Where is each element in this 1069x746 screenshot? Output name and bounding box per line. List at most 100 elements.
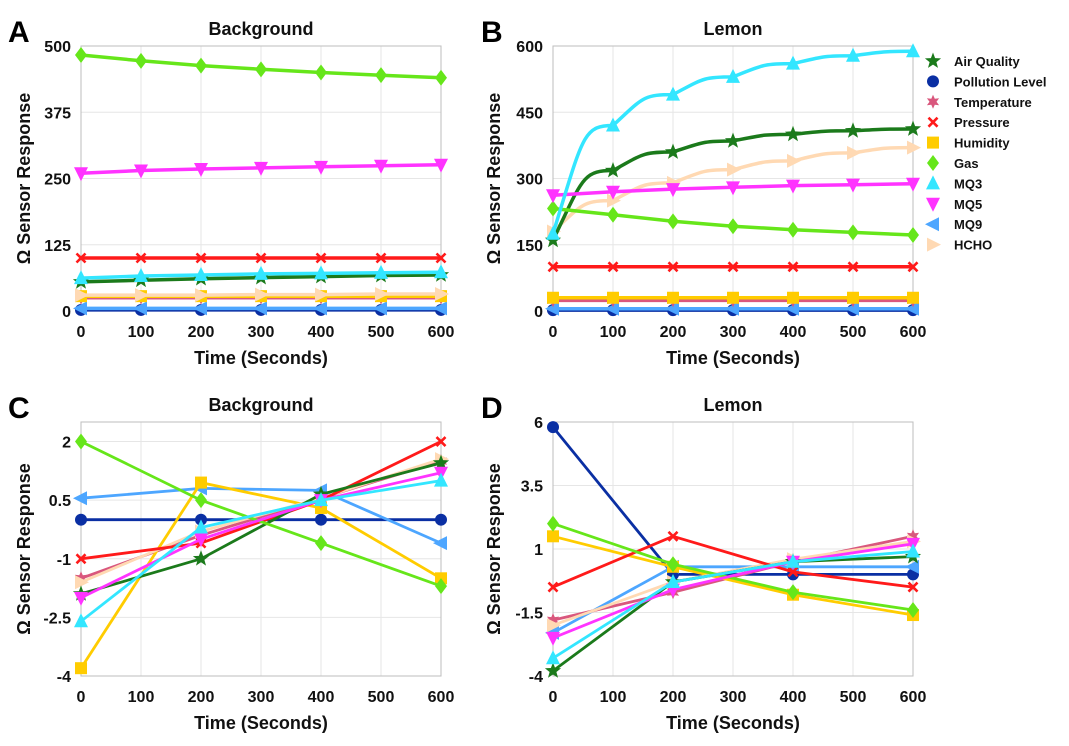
- panel-d-series-pressure-line: [552, 534, 914, 589]
- panel-a-series-gas-point: [315, 64, 327, 81]
- panel-a-series-hcho-point: [375, 287, 389, 302]
- legend-entry-hcho-marker: [927, 237, 941, 252]
- panel-a-x-axis-label: Time (Seconds): [194, 348, 328, 368]
- panel-d-series-pressure-point: [907, 581, 919, 593]
- panel-c-series-mq3-point: [434, 472, 448, 487]
- panel-b-ytick-label: 300: [516, 172, 543, 189]
- panel-b-series-hcho-point: [607, 193, 621, 208]
- legend-entry-pressure-marker: [927, 116, 939, 128]
- legend-entry-pollution-level-label: Pollution Level: [954, 74, 1046, 89]
- panel-a-series-gas: [75, 47, 447, 86]
- panel-a-ytick-label: 250: [44, 172, 71, 189]
- panel-b-xtick-label: 400: [780, 324, 807, 341]
- panel-b-series-mq3: [546, 43, 920, 240]
- panel-d-series-temperature-point: [906, 529, 920, 544]
- panel-d-xtick-label: 400: [780, 689, 807, 706]
- legend-entry-mq9-label: MQ9: [954, 217, 982, 232]
- panel-c-xtick-label: 100: [128, 689, 155, 706]
- legend-entry-mq9-marker: [925, 217, 939, 232]
- panel-a-series-gas-point: [195, 57, 207, 74]
- legend-entry-humidity-label: Humidity: [954, 136, 1010, 151]
- legend-entry-mq3-marker: [926, 175, 940, 190]
- panel-a-series-mq5-point: [314, 160, 328, 175]
- panel-b-series-mq5-point: [726, 181, 740, 196]
- legend-entry-pollution-level: Pollution Level: [927, 74, 1046, 89]
- panel-d-series-gas-point: [787, 584, 799, 601]
- panel-b-series-air-quality-point: [784, 125, 802, 142]
- panel-a-series-hcho-point: [255, 287, 269, 302]
- panel-b-x-axis-label: Time (Seconds): [666, 348, 800, 368]
- panel-b-ytick-label: 0: [534, 304, 543, 321]
- legend-entry-gas-label: Gas: [954, 156, 979, 171]
- panel-c-xtick-label: 500: [368, 689, 395, 706]
- panel-b-series-gas-point: [727, 218, 739, 235]
- panel-b-series-humidity-point: [727, 291, 739, 304]
- panel-b-series-mq5-point: [786, 179, 800, 194]
- panel-b-xtick-label: 300: [720, 324, 747, 341]
- panel-b-series-mq5-point: [546, 189, 560, 204]
- panel-a-series-hcho: [75, 287, 449, 303]
- panel-a-series-pressure-point: [375, 252, 387, 264]
- panel-b-series-pressure-point: [787, 261, 799, 273]
- panel-a-series-hcho-point: [435, 287, 449, 302]
- legend-entry-mq5: MQ5: [926, 197, 982, 212]
- panel-d-series-gas: [547, 515, 919, 618]
- panel-b-series-hcho: [547, 140, 921, 239]
- panel-a-xtick-label: 0: [77, 324, 86, 341]
- panel-c-letter: C: [8, 392, 30, 425]
- panel-c-ytick-label: 0.5: [49, 493, 71, 510]
- panel-d-xtick-label: 500: [840, 689, 867, 706]
- panel-b-ytick-label: 150: [516, 238, 543, 255]
- panel-c-series-pollution-level-point: [315, 513, 327, 526]
- panel-b-series-mq3-point: [906, 43, 920, 58]
- panel-b-ytick-label: 450: [516, 105, 543, 122]
- panel-b-series-pressure-point: [607, 261, 619, 273]
- panel-d-series-pollution-level-point: [547, 421, 559, 434]
- panel-a-xtick-label: 100: [128, 324, 155, 341]
- panel-a-y-axis-label: Ω Sensor Response: [14, 93, 34, 264]
- panel-d: 0 100 200 300 400 500 600 -4 -1.5 1 3.5 6 Time (Seco…: [481, 392, 926, 733]
- legend-entry-temperature: Temperature: [926, 94, 1032, 110]
- panel-a-series-gas-point: [75, 47, 87, 64]
- panel-a-series-mq3-point: [374, 264, 388, 279]
- legend: Air Quality Pollution Level Temperature Pre…: [924, 52, 1046, 253]
- panel-b-series-air-quality-point: [844, 122, 862, 138]
- panel-b-ytick-label: 600: [516, 39, 543, 56]
- panel-a-series-mq5-point: [374, 159, 388, 174]
- panel-c-series-mq5: [74, 466, 448, 606]
- panel-a-series-mq3-point: [74, 270, 88, 285]
- panel-c-ytick-label: -4: [57, 669, 71, 686]
- panel-c-series-humidity-point: [195, 476, 207, 489]
- panel-a-xtick-label: 200: [188, 324, 215, 341]
- panel-d-series-pressure-point: [787, 566, 799, 578]
- panel-b-series-mq9-point: [725, 301, 739, 316]
- panel-a-series-mq9-point: [373, 301, 387, 316]
- legend-entry-hcho-label: HCHO: [954, 238, 992, 253]
- panel-a-xtick-label: 500: [368, 324, 395, 341]
- panel-c-series-gas-point: [435, 578, 447, 595]
- legend-entry-air-quality-label: Air Quality: [954, 54, 1021, 69]
- panel-d-ytick-label: 1: [534, 542, 543, 559]
- panel-c-title: Background: [208, 395, 313, 415]
- panel-d-letter: D: [481, 392, 503, 425]
- panel-a-series-mq9-point: [313, 301, 327, 316]
- panel-d-series-hcho-point: [547, 618, 561, 633]
- panel-c-series-gas-point: [75, 433, 87, 450]
- panel-b-xtick-label: 600: [900, 324, 927, 341]
- panel-b-series-gas-point: [607, 206, 619, 223]
- panel-b-series-air-quality-point: [664, 143, 682, 159]
- panel-d-series-temperature-point: [546, 613, 560, 628]
- panel-b-series-hcho-point: [847, 145, 861, 160]
- panel-c-xtick-label: 400: [308, 689, 335, 706]
- panel-c-series-mq3-line: [80, 479, 442, 623]
- panel-b-series-gas-point: [667, 213, 679, 230]
- panel-d-series-mq3-point: [786, 553, 800, 568]
- panel-b-series-gas-point: [907, 227, 919, 244]
- panel-a-ytick-label: 500: [44, 39, 71, 56]
- panel-b: 0 100 200 300 400 500 600 0 150 300 450 600 Time (Se…: [481, 16, 926, 368]
- panel-a-series-pressure-point: [75, 252, 87, 264]
- panel-a-series-hcho-point: [195, 288, 209, 303]
- panel-c-series-air-quality-point: [432, 454, 450, 470]
- panel-b-series-humidity-point: [847, 291, 859, 304]
